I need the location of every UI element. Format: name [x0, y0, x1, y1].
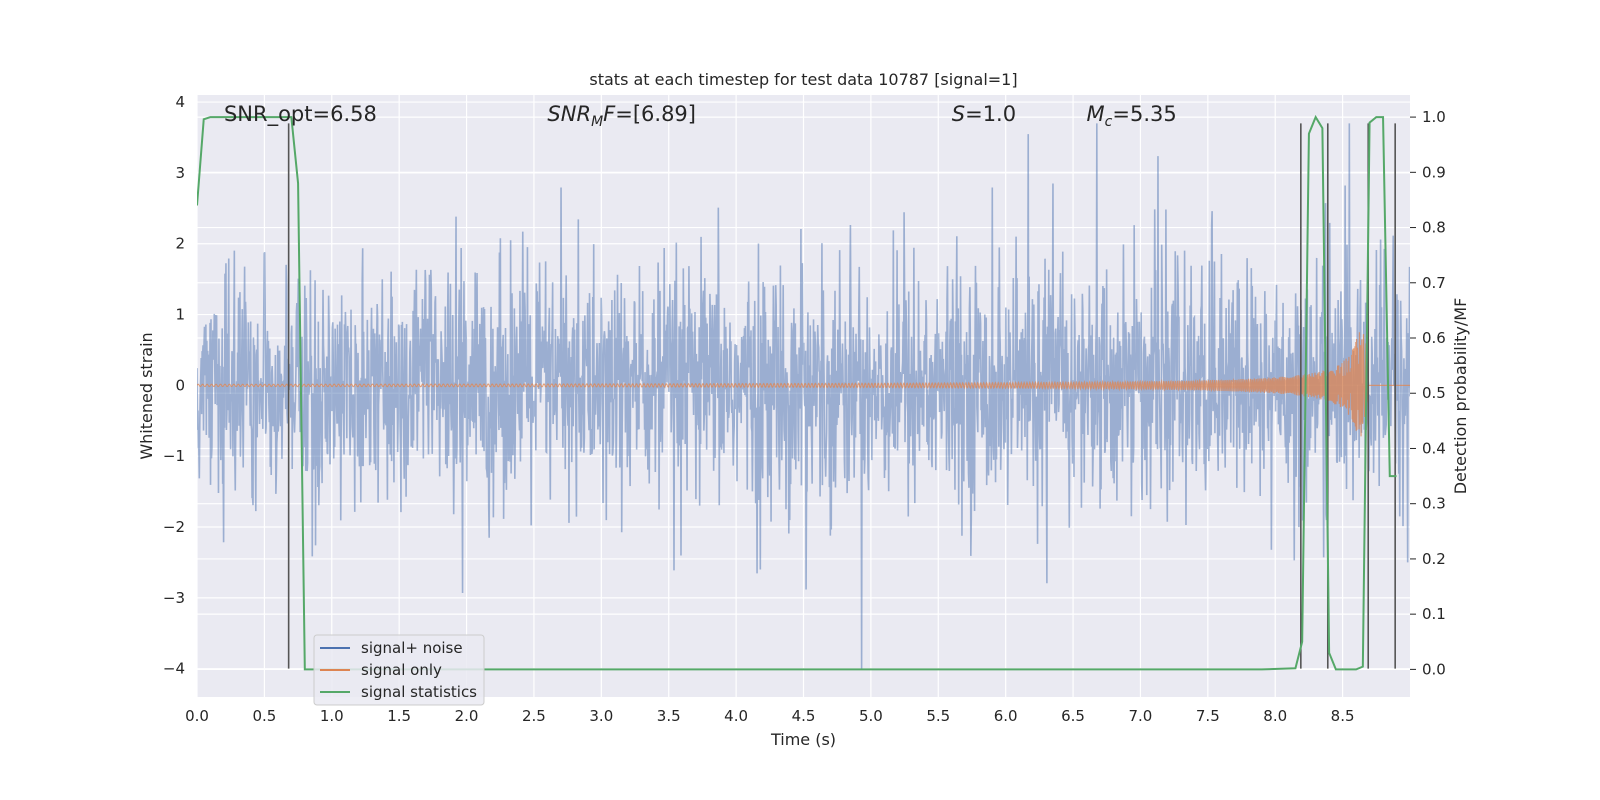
y-left-tick-label: 2 — [175, 235, 185, 253]
signal-only-series — [197, 332, 1410, 437]
x-tick-label: 7.0 — [1129, 707, 1153, 725]
y-right-tick-label: 0.0 — [1422, 660, 1446, 678]
y-left-tick-label: 4 — [175, 93, 185, 111]
signal-only-line — [197, 332, 1410, 437]
y-left-tick-label: −3 — [163, 589, 185, 607]
legend-box — [313, 634, 485, 706]
legend-label: signal only — [361, 661, 442, 679]
legend: signal+ noise signal only signal statistic… — [313, 634, 485, 706]
x-tick-label: 5.5 — [926, 707, 950, 725]
y-right-tick-label: 0.7 — [1422, 274, 1446, 292]
y-left-axis-label: Whitened strain — [137, 332, 156, 459]
annotation-1: SNRMF=[6.89] — [547, 102, 696, 130]
x-tick-label: 2.5 — [522, 707, 546, 725]
y-right-tick-label: 0.1 — [1422, 605, 1446, 623]
signal-noise-line — [197, 123, 1410, 669]
annotations: SNR_opt=6.58 SNRMF=[6.89] S=1.0 Mc=5.35 — [224, 102, 1177, 130]
y-right-tick-label: 0.5 — [1422, 384, 1446, 402]
x-tick-label: 0.0 — [185, 707, 209, 725]
annotation-0: SNR_opt=6.58 — [224, 102, 377, 127]
legend-label: signal+ noise — [361, 639, 463, 657]
annotation-2: S=1.0 — [952, 102, 1016, 126]
y-left-tick-label: 3 — [175, 164, 185, 182]
x-tick-label: 0.5 — [252, 707, 276, 725]
signal-statistics-line — [197, 114, 1397, 671]
signal-noise-series — [197, 123, 1410, 669]
y-left-tick-label: −2 — [163, 518, 185, 536]
x-tick-label: 8.0 — [1263, 707, 1287, 725]
x-tick-label: 1.0 — [320, 707, 344, 725]
x-tick-label: 6.5 — [1061, 707, 1085, 725]
y-right-tick-label: 0.2 — [1422, 550, 1446, 568]
chart-title: stats at each timestep for test data 107… — [589, 70, 1017, 89]
y-left-axis-ticks: 4 3 2 1 0 −1 −2 −3 −4 — [163, 93, 185, 678]
x-tick-label: 3.0 — [589, 707, 613, 725]
y-left-tick-label: −4 — [163, 660, 185, 678]
annotation-3: Mc=5.35 — [1087, 102, 1177, 130]
y-right-axis-ticks: 1.0 0.9 0.8 0.7 0.6 0.5 0.4 0.3 0.2 0.1 0.0 — [1410, 108, 1446, 678]
y-left-tick-label: 0 — [175, 376, 185, 394]
y-right-tick-label: 0.3 — [1422, 495, 1446, 513]
x-axis-ticks: 0.0 0.5 1.0 1.5 2.0 2.5 3.0 3.5 4.0 4.5 5.0 5.5 6.0 6… — [185, 707, 1354, 725]
x-axis-label: Time (s) — [770, 730, 836, 749]
x-tick-label: 2.0 — [455, 707, 479, 725]
x-tick-label: 3.5 — [657, 707, 681, 725]
x-tick-label: 1.5 — [387, 707, 411, 725]
y-right-tick-label: 0.9 — [1422, 163, 1446, 181]
y-right-tick-label: 0.8 — [1422, 219, 1446, 237]
y-left-tick-label: −1 — [163, 447, 185, 465]
x-tick-label: 4.5 — [792, 707, 816, 725]
x-tick-label: 6.0 — [994, 707, 1018, 725]
x-tick-label: 5.0 — [859, 707, 883, 725]
legend-label: signal statistics — [361, 683, 477, 701]
x-tick-label: 8.5 — [1331, 707, 1355, 725]
y-left-tick-label: 1 — [175, 306, 185, 324]
y-right-tick-label: 1.0 — [1422, 108, 1446, 126]
y-right-tick-label: 0.4 — [1422, 439, 1446, 457]
x-tick-label: 7.5 — [1196, 707, 1220, 725]
y-right-axis-label: Detection probability/MF — [1451, 298, 1470, 495]
grid — [196, 95, 1410, 697]
x-tick-label: 4.0 — [724, 707, 748, 725]
y-right-tick-label: 0.6 — [1422, 329, 1446, 347]
signal-statistics-series — [197, 114, 1397, 671]
